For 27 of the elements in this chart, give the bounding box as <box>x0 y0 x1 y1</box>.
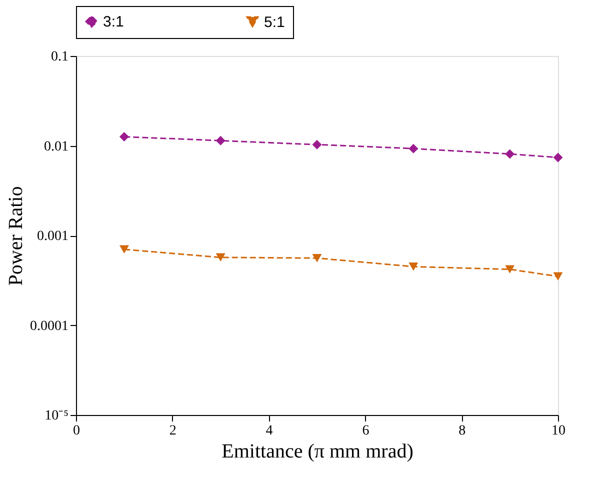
x-tick-label: 0 <box>73 424 80 438</box>
x-axis-title: Emittance (π mm mrad) <box>222 440 414 462</box>
point <box>505 265 515 274</box>
point <box>505 149 515 159</box>
point <box>119 132 129 142</box>
point <box>312 254 322 262</box>
x-tick-label: 8 <box>458 424 466 438</box>
y-axis-title: Power Ratio <box>5 186 27 286</box>
x-tick-label: 6 <box>362 424 370 438</box>
legend-label: 5:1 <box>264 14 285 31</box>
legend-label: 3:1 <box>103 14 124 31</box>
point <box>312 140 322 150</box>
y-tick-label: 0.001 <box>37 229 68 244</box>
point <box>119 245 129 254</box>
point <box>408 262 418 271</box>
x-tick-label: 2 <box>169 424 176 438</box>
point <box>216 136 226 146</box>
point <box>408 144 418 154</box>
y-tick-label: 0.1 <box>51 50 68 64</box>
point <box>216 253 226 262</box>
y-tick-label: 0.0001 <box>30 318 68 334</box>
y-tick-label: 10⁻⁵ <box>44 408 69 424</box>
x-tick-label: 4 <box>266 424 273 438</box>
y-tick-label: 0.01 <box>44 139 68 154</box>
x-tick-label: 10 <box>552 424 566 438</box>
point <box>553 152 563 162</box>
point <box>553 272 563 281</box>
